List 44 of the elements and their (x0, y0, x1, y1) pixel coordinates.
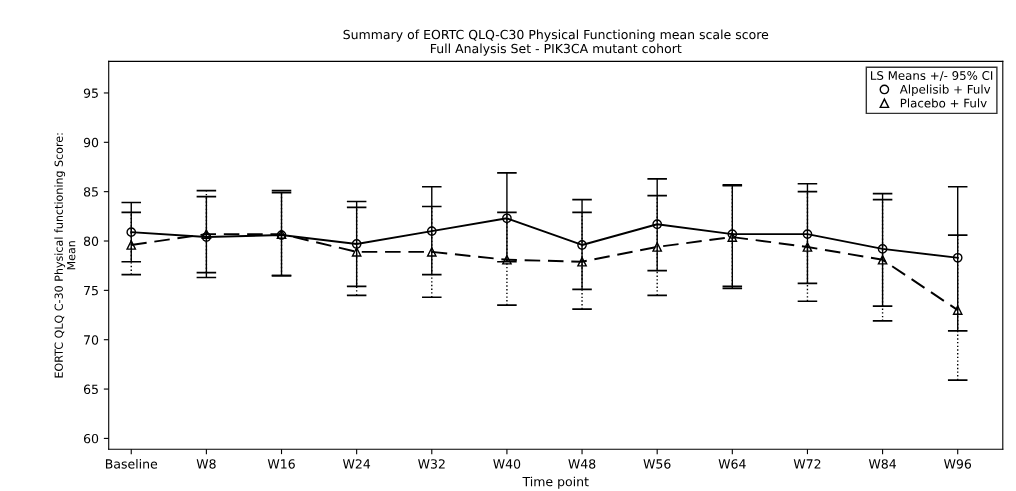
x-tick-label: W96 (944, 459, 972, 469)
point (877, 254, 888, 265)
x-tick-label: W16 (267, 459, 295, 469)
y-tick-label: 60 (83, 433, 99, 444)
x-tick-label: W48 (568, 459, 596, 469)
point (126, 240, 137, 250)
x-tick-label: Baseline (105, 458, 158, 469)
legend-label: Placebo + Fulv (900, 98, 987, 108)
point (426, 247, 437, 257)
point (577, 256, 587, 267)
y-tick-label: 65 (83, 384, 98, 394)
point (126, 227, 137, 237)
point (502, 213, 512, 224)
point (652, 242, 663, 252)
y-tick-label: 90 (83, 137, 99, 148)
point (426, 226, 437, 237)
y-tick-label: 80 (83, 236, 99, 246)
legend-label: Alpelisib + Fulv (899, 84, 991, 97)
x-axis-title: Time point (522, 476, 589, 489)
point (952, 305, 963, 315)
y-tick-label: 70 (84, 335, 99, 345)
y-tick-label: 85 (83, 187, 98, 197)
y-axis-title: EORTC QLQ C-30 Physical functioning Score: Mean (54, 133, 76, 378)
point (351, 247, 362, 257)
x-tick-label: W8 (196, 459, 216, 469)
x-tick-label: W72 (793, 459, 821, 469)
y-tick-label: 95 (83, 88, 98, 98)
point (502, 254, 512, 265)
x-tick-label: W32 (418, 459, 445, 469)
x-tick-label: W40 (493, 459, 521, 469)
point (802, 242, 813, 252)
point (577, 240, 587, 250)
x-tick-label: W56 (643, 459, 671, 469)
y-tick-label: 75 (84, 285, 98, 296)
point (351, 239, 362, 249)
legend-title: LS Means +/- 95% CI (871, 71, 993, 81)
point (877, 244, 888, 254)
x-tick-label: W24 (342, 459, 371, 469)
point (802, 229, 813, 239)
point (652, 219, 663, 230)
x-tick-label: W84 (868, 459, 897, 469)
chart-title: Summary of EORTC QLQ-C30 Physical Functioning mean scale score Full Analysis Set - PIK3CA mutant cohort (343, 29, 769, 56)
x-tick-label: W64 (718, 459, 746, 469)
point (952, 252, 963, 263)
